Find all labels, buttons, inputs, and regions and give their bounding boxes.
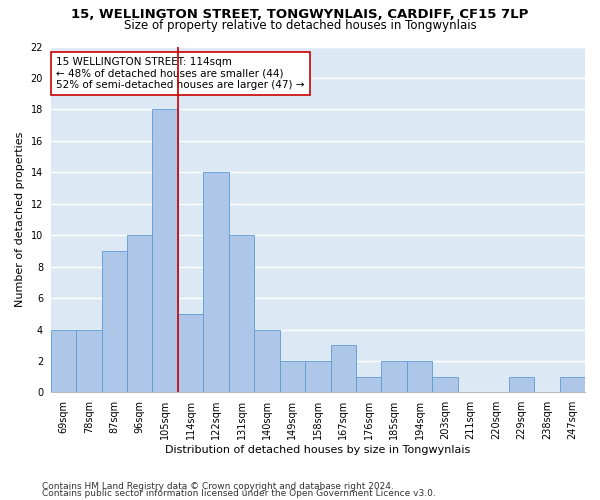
Bar (152, 110, 178, 393)
Bar (382, 361, 407, 392)
X-axis label: Distribution of detached houses by size in Tongwynlais: Distribution of detached houses by size … (165, 445, 470, 455)
Bar (203, 172, 229, 392)
Bar (178, 314, 203, 392)
Text: Size of property relative to detached houses in Tongwynlais: Size of property relative to detached ho… (124, 19, 476, 32)
Bar (254, 330, 280, 392)
Bar (331, 346, 356, 393)
Bar (76, 330, 101, 392)
Bar (560, 376, 585, 392)
Bar (280, 361, 305, 392)
Bar (101, 251, 127, 392)
Bar (356, 376, 382, 392)
Text: 15 WELLINGTON STREET: 114sqm
← 48% of detached houses are smaller (44)
52% of se: 15 WELLINGTON STREET: 114sqm ← 48% of de… (56, 57, 305, 90)
Bar (229, 235, 254, 392)
Text: Contains public sector information licensed under the Open Government Licence v3: Contains public sector information licen… (42, 489, 436, 498)
Bar (305, 361, 331, 392)
Bar (50, 330, 76, 392)
Text: 15, WELLINGTON STREET, TONGWYNLAIS, CARDIFF, CF15 7LP: 15, WELLINGTON STREET, TONGWYNLAIS, CARD… (71, 8, 529, 20)
Bar (407, 361, 433, 392)
Bar (433, 376, 458, 392)
Bar (127, 235, 152, 392)
Bar (509, 376, 534, 392)
Y-axis label: Number of detached properties: Number of detached properties (15, 132, 25, 307)
Text: Contains HM Land Registry data © Crown copyright and database right 2024.: Contains HM Land Registry data © Crown c… (42, 482, 394, 491)
